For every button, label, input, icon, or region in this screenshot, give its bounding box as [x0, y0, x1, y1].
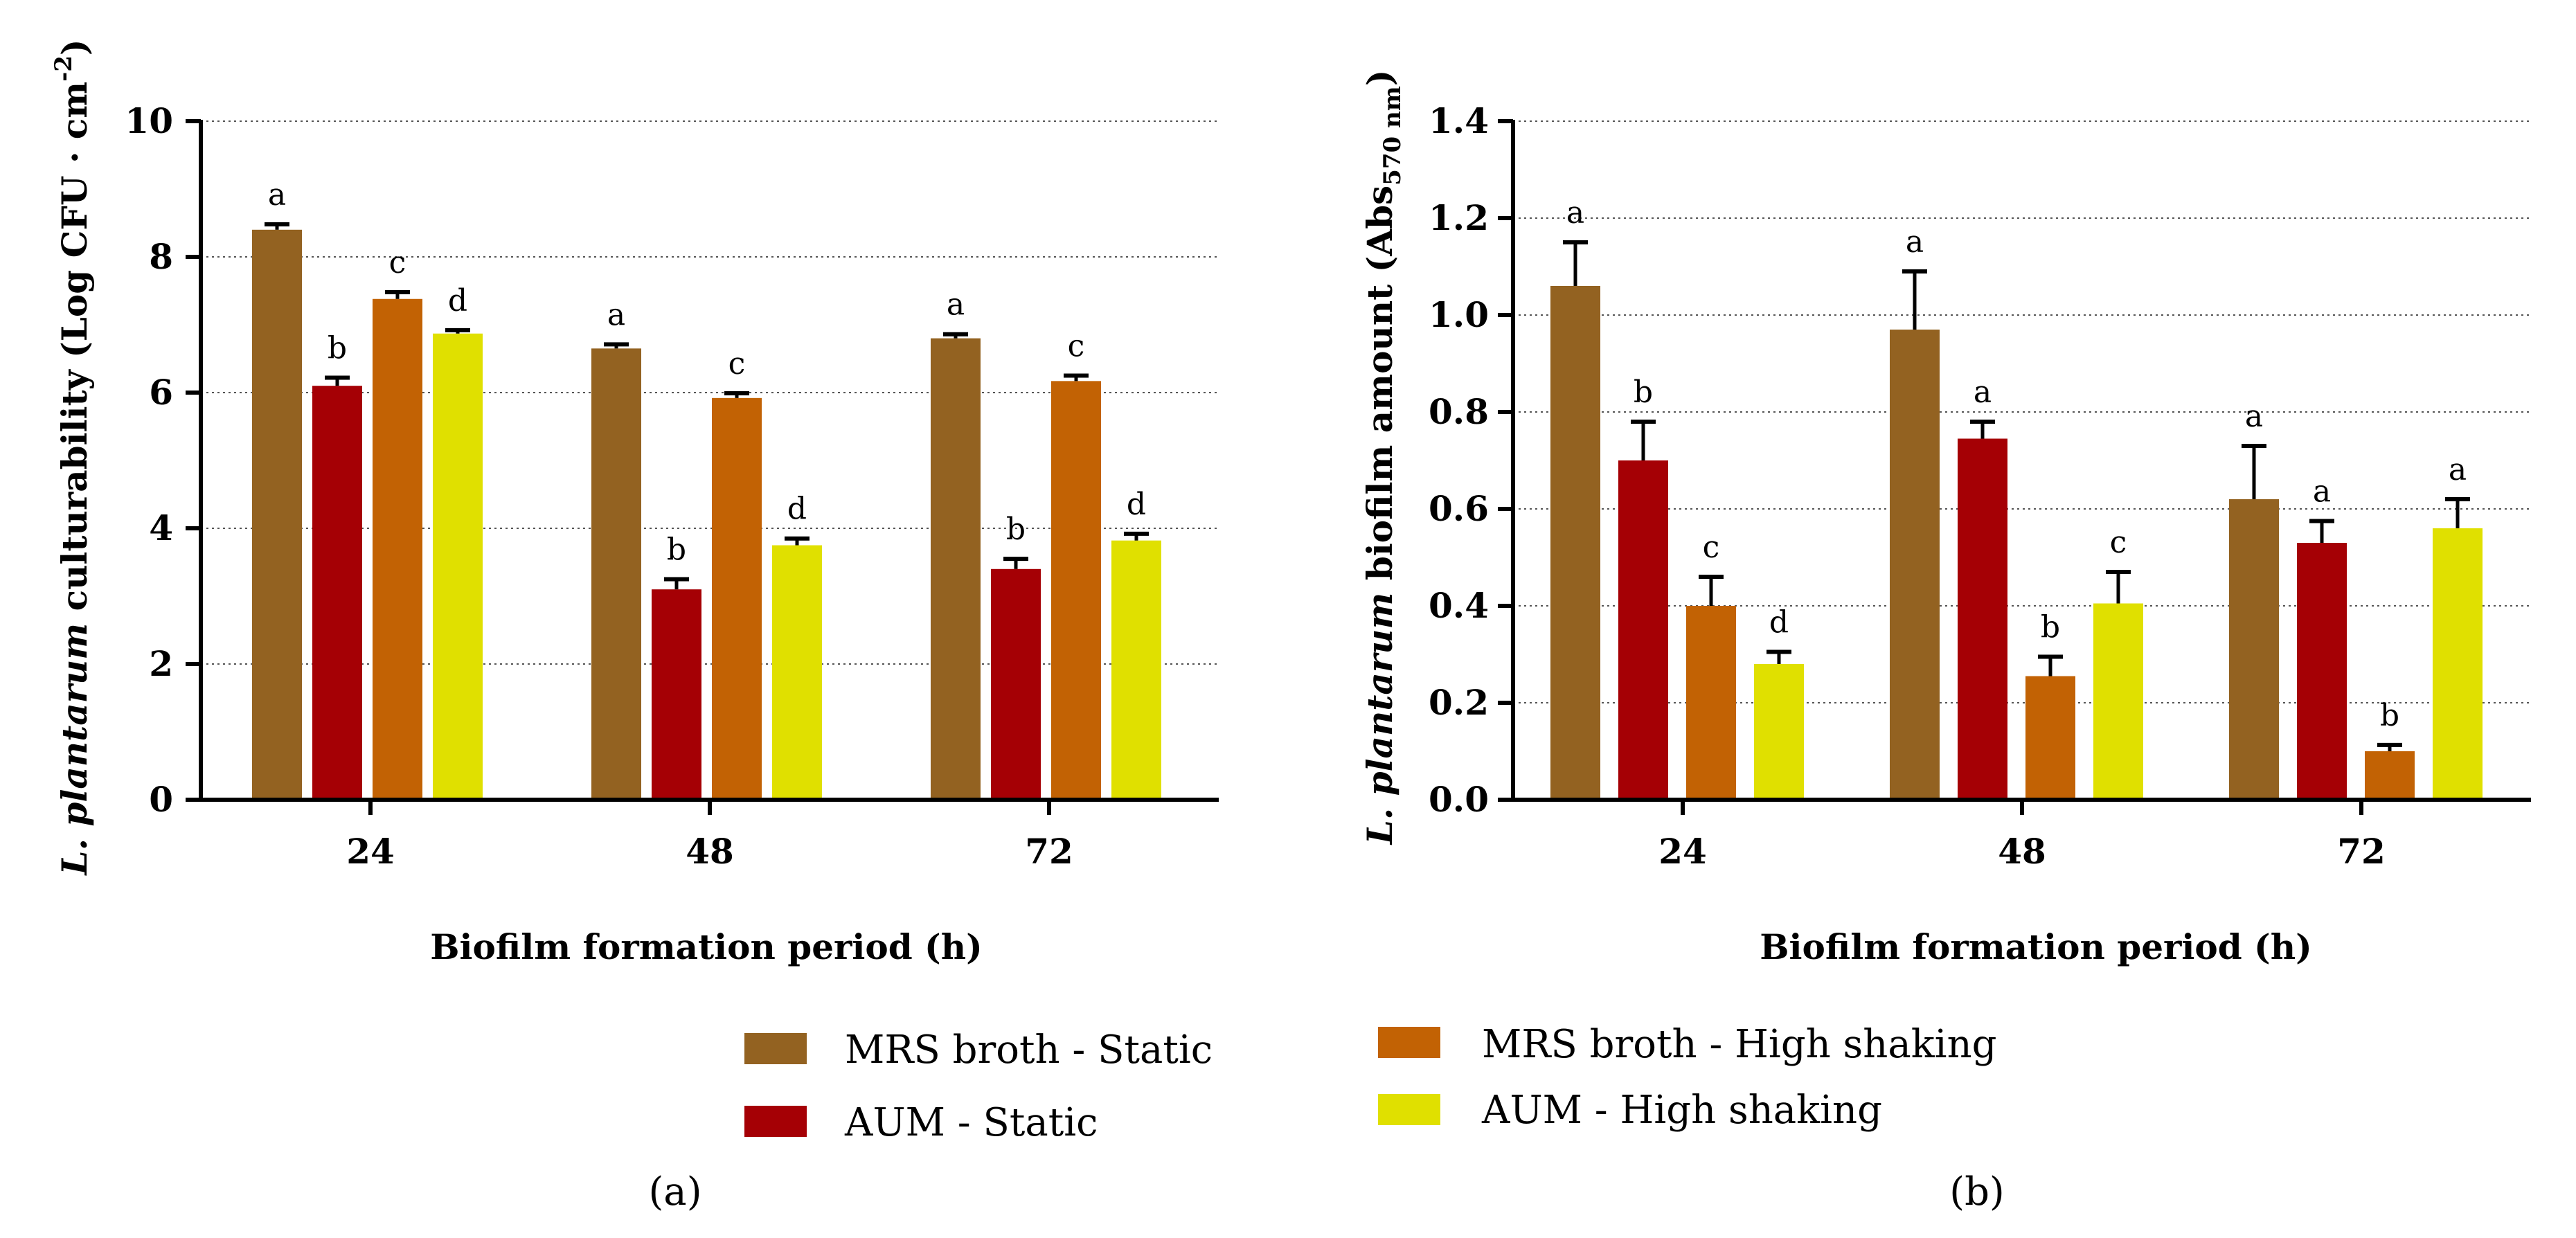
panel-a-y-tick-label: 2 — [149, 643, 173, 684]
panel-b-bar-aum-static-48h — [1958, 438, 2007, 800]
panel-b-y-tick-label: 1.4 — [1429, 100, 1489, 141]
panel-b-x-tick-label: 48 — [1998, 831, 2046, 872]
panel-b-bar-mrs-static-48h — [1890, 330, 1940, 800]
legend-label-aum-shaking: AUM - High shaking — [1481, 1088, 1882, 1133]
panel-b-y-tick-label: 0.0 — [1429, 779, 1489, 820]
panel-b-y-tick-label: 1.2 — [1429, 197, 1489, 238]
panel-b-bar-mrs-shaking-48h — [2025, 676, 2075, 800]
legend-swatch-mrs-shaking — [1378, 1027, 1440, 1058]
legend-swatch-aum-shaking — [1378, 1094, 1440, 1125]
panel-b-bar-aum-static-72h — [2297, 543, 2347, 800]
legend-swatch-mrs-static — [744, 1033, 807, 1064]
panel-a-significance-label: d — [1127, 487, 1146, 522]
panel-a-bar-mrs-static-24h — [252, 229, 302, 800]
panel-a-bar-mrs-shaking-48h — [712, 397, 762, 800]
panel-b-x-axis-title: Biofilm formation period (h) — [1760, 926, 2311, 967]
panel-b-significance-label: d — [1769, 605, 1789, 640]
panel-a-y-title-main: culturability (Log CFU · cm — [54, 82, 95, 623]
panel-a-significance-label: b — [667, 532, 686, 568]
panel-a-significance-label: c — [1068, 329, 1085, 364]
panel-a-y-title-close: ) — [54, 39, 95, 55]
panel-a-significance-label: b — [328, 330, 347, 366]
panel-b-y-tick-label: 0.4 — [1429, 585, 1489, 626]
panel-a-significance-label: a — [947, 287, 965, 323]
panel-a-x-tick-label: 72 — [1025, 831, 1073, 872]
panel-b-bar-mrs-static-24h — [1550, 286, 1600, 800]
panel-a-bar-aum-shaking-24h — [433, 333, 483, 800]
panel-a-significance-label: d — [448, 283, 467, 319]
panel-b-y-tick-label: 1.0 — [1429, 294, 1489, 335]
panel-b-x-tick-label: 24 — [1658, 831, 1707, 872]
panel-b-bar-mrs-shaking-24h — [1686, 606, 1736, 800]
panel-a-y-tick-label: 8 — [149, 236, 173, 277]
panel-b-bar-mrs-static-72h — [2229, 499, 2279, 800]
panel-a-label: (a) — [648, 1169, 701, 1214]
panel-a-bar-mrs-shaking-24h — [373, 298, 422, 800]
panel-b-significance-label: a — [2313, 474, 2331, 510]
panel-a-bar-aum-static-24h — [312, 386, 362, 800]
panel-b-label: (b) — [1949, 1169, 2005, 1214]
panel-a-y-axis-title: L. plantarum culturability (Log CFU · cm… — [50, 39, 95, 876]
panel-b-significance-label: b — [2380, 698, 2399, 733]
panel-a-significance-label: a — [268, 177, 286, 213]
legend-label-mrs-static: MRS broth - Static — [845, 1028, 1213, 1073]
panel-a-bar-aum-static-48h — [652, 589, 701, 800]
panel-a-bar-aum-shaking-48h — [772, 545, 822, 800]
panel-b-x-tick-label: 72 — [2337, 831, 2386, 872]
panel-b-y-axis-title: L. plantarum biofilm amount (Abs570 nm) — [1359, 70, 1406, 846]
legend-swatch-aum-static — [744, 1106, 807, 1137]
legend-label-mrs-shaking: MRS broth - High shaking — [1482, 1022, 1997, 1067]
panel-b-significance-label: a — [1566, 195, 1584, 231]
panel-b-chart: a b c d a a b c a a b a 0.0 0.2 0.4 0.6 0.8 1.0 1.2 1.4 24 4… — [1359, 70, 2531, 1214]
panel-b-bar-aum-shaking-72h — [2433, 528, 2483, 800]
panel-a-y-tick-label: 10 — [125, 100, 173, 141]
panel-a-bar-mrs-shaking-72h — [1051, 381, 1101, 800]
panel-a-significance-label: b — [1006, 512, 1026, 547]
panel-a-x-axis-title: Biofilm formation period (h) — [430, 926, 982, 967]
panel-b-y-title-close: ) — [1359, 70, 1400, 87]
panel-a-y-tick-label: 0 — [149, 779, 173, 820]
panel-a-bar-mrs-static-48h — [591, 348, 641, 800]
panel-a-y-tick-label: 4 — [149, 508, 173, 548]
panel-b-significance-label: c — [1703, 530, 1720, 565]
panel-b-bar-aum-shaking-24h — [1754, 664, 1804, 800]
panel-b-significance-label: b — [1634, 375, 1653, 410]
panel-b-bar-aum-static-24h — [1618, 460, 1668, 800]
panel-a-significance-label: a — [607, 297, 625, 332]
panel-a-y-title-sup: -2 — [50, 55, 78, 82]
panel-b-significance-label: b — [2041, 610, 2060, 645]
panel-b-significance-label: a — [2245, 399, 2263, 434]
legend-label-aum-static: AUM - Static — [844, 1100, 1098, 1145]
panel-b-y-title-main: biofilm amount (Abs — [1359, 186, 1400, 593]
panel-b-y-title-species: L. plantarum — [1359, 593, 1400, 846]
panel-a-x-tick-label: 24 — [346, 831, 395, 872]
panel-a-significance-label: d — [787, 492, 807, 527]
panel-b-significance-label: a — [2449, 452, 2467, 487]
legend: MRS broth - Static AUM - Static MRS brot… — [744, 1022, 1997, 1145]
panel-a-bar-mrs-static-72h — [931, 338, 981, 800]
panel-a-y-tick-label: 6 — [149, 372, 173, 413]
panel-b-significance-label: a — [1906, 224, 1924, 260]
panel-a-bar-aum-static-72h — [991, 568, 1041, 800]
panel-a-bar-aum-shaking-72h — [1111, 540, 1161, 800]
panel-a-x-tick-label: 48 — [686, 831, 734, 872]
panel-b-significance-label: c — [2110, 525, 2127, 560]
panel-b-y-title-sub: 570 nm — [1379, 86, 1406, 186]
panel-a-y-title-species: L. plantarum — [54, 623, 95, 877]
panel-b-y-tick-label: 0.2 — [1429, 682, 1489, 723]
panel-a-significance-label: c — [728, 346, 746, 382]
panel-b-y-tick-label: 0.8 — [1429, 391, 1489, 432]
panel-b-significance-label: a — [1974, 375, 1992, 410]
panel-b-y-tick-label: 0.6 — [1429, 488, 1489, 529]
panel-b-bar-aum-shaking-48h — [2093, 603, 2143, 800]
panel-a-significance-label: c — [389, 245, 406, 280]
panel-b-bar-mrs-shaking-72h — [2365, 751, 2415, 800]
